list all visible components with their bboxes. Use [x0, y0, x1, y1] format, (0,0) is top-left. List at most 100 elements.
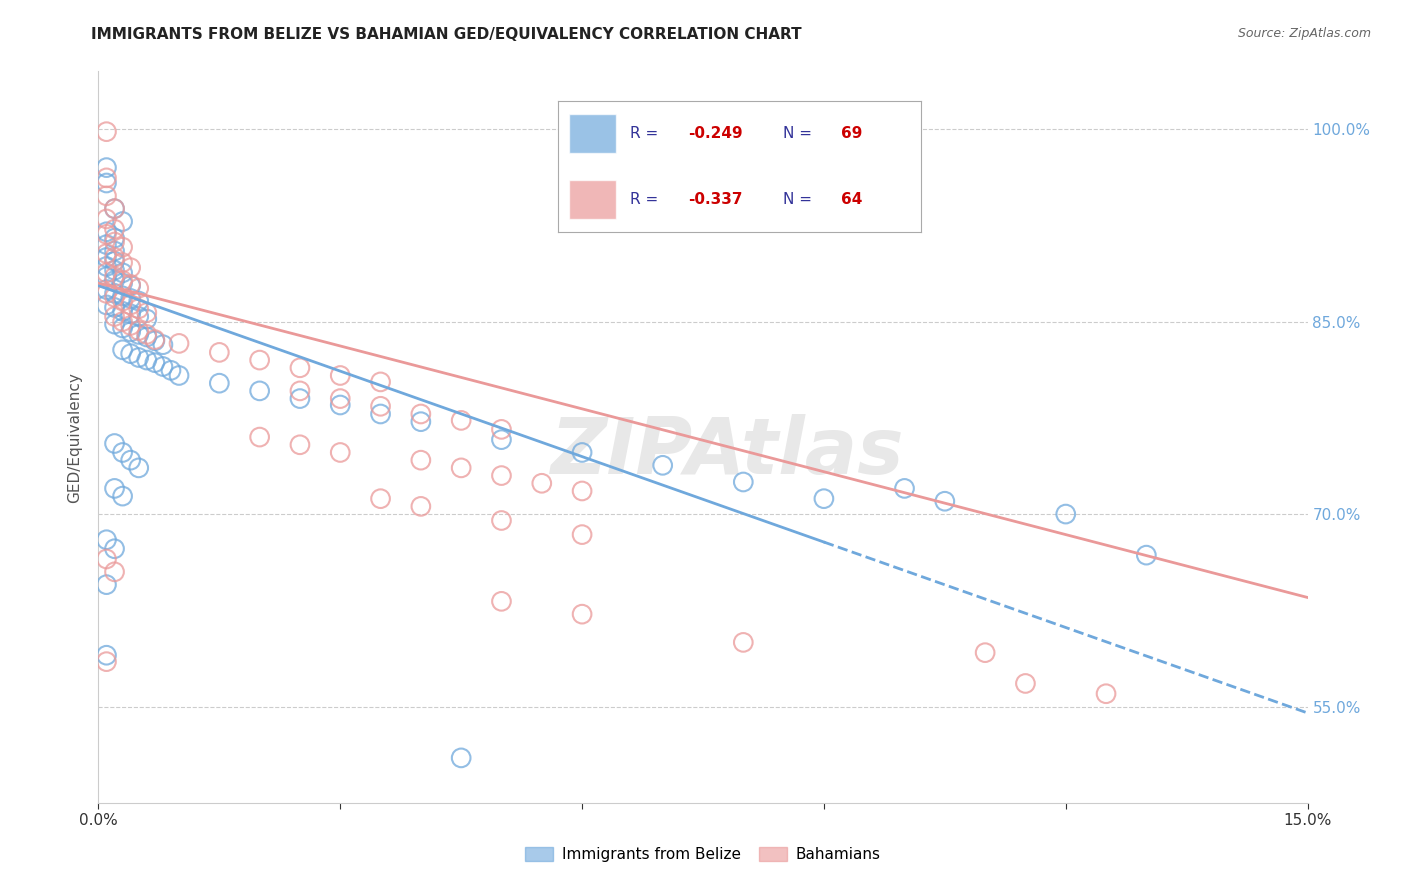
- Point: [96, 251, 118, 265]
- Point: [128, 327, 150, 342]
- Point: [103, 254, 125, 268]
- Point: [103, 290, 125, 304]
- Point: [249, 384, 271, 398]
- Point: [409, 500, 432, 514]
- Point: [96, 237, 118, 252]
- Point: [160, 363, 183, 377]
- Point: [103, 541, 125, 556]
- Point: [103, 202, 125, 216]
- Point: [128, 301, 150, 316]
- Legend: Immigrants from Belize, Bahamians: Immigrants from Belize, Bahamians: [519, 841, 887, 868]
- Point: [152, 359, 174, 374]
- Point: [974, 646, 997, 660]
- Text: Source: ZipAtlas.com: Source: ZipAtlas.com: [1237, 27, 1371, 40]
- Point: [111, 489, 134, 503]
- Point: [370, 399, 392, 413]
- Point: [120, 453, 142, 467]
- Point: [111, 214, 134, 228]
- Point: [370, 407, 392, 421]
- Point: [96, 269, 118, 284]
- Point: [135, 327, 157, 342]
- Point: [249, 430, 271, 444]
- Point: [450, 413, 472, 427]
- Point: [143, 333, 166, 347]
- Point: [120, 260, 142, 275]
- Point: [111, 240, 134, 254]
- Point: [103, 436, 125, 450]
- Point: [96, 260, 118, 274]
- Point: [111, 321, 134, 335]
- Point: [135, 353, 157, 368]
- Point: [111, 255, 134, 269]
- Point: [103, 222, 125, 236]
- Point: [103, 251, 125, 265]
- Point: [208, 345, 231, 359]
- Point: [103, 202, 125, 216]
- Point: [135, 305, 157, 319]
- Point: [491, 594, 513, 608]
- Point: [111, 276, 134, 290]
- Point: [491, 433, 513, 447]
- Point: [128, 351, 150, 365]
- Point: [111, 304, 134, 318]
- Point: [409, 407, 432, 421]
- Point: [128, 281, 150, 295]
- Point: [103, 244, 125, 258]
- Point: [167, 368, 190, 383]
- Point: [409, 453, 432, 467]
- Point: [934, 494, 956, 508]
- Point: [120, 277, 142, 292]
- Point: [288, 392, 311, 406]
- Point: [370, 375, 392, 389]
- Point: [120, 318, 142, 333]
- Point: [96, 283, 118, 297]
- Point: [733, 475, 755, 489]
- Point: [208, 376, 231, 391]
- Point: [120, 325, 142, 339]
- Point: [733, 635, 755, 649]
- Text: ZIPAtlas: ZIPAtlas: [550, 414, 904, 490]
- Point: [96, 286, 118, 301]
- Point: [103, 269, 125, 284]
- Point: [893, 482, 915, 496]
- Point: [288, 438, 311, 452]
- Point: [111, 315, 134, 329]
- Point: [103, 310, 125, 324]
- Point: [103, 301, 125, 315]
- Point: [96, 648, 118, 663]
- Point: [103, 273, 125, 287]
- Point: [249, 353, 271, 368]
- Point: [96, 170, 118, 185]
- Point: [450, 751, 472, 765]
- Point: [103, 565, 125, 579]
- Point: [152, 337, 174, 351]
- Point: [103, 263, 125, 277]
- Point: [96, 161, 118, 175]
- Point: [571, 527, 593, 541]
- Point: [120, 278, 142, 293]
- Point: [1054, 507, 1077, 521]
- Point: [120, 292, 142, 306]
- Point: [103, 317, 125, 331]
- Point: [409, 415, 432, 429]
- Point: [135, 312, 157, 326]
- Point: [135, 330, 157, 344]
- Point: [450, 461, 472, 475]
- Point: [96, 266, 118, 280]
- Point: [120, 346, 142, 360]
- Point: [96, 655, 118, 669]
- Point: [96, 227, 118, 242]
- Point: [530, 476, 553, 491]
- Point: [96, 125, 118, 139]
- Point: [128, 461, 150, 475]
- Point: [288, 360, 311, 375]
- Point: [103, 482, 125, 496]
- Point: [103, 286, 125, 301]
- Point: [329, 392, 352, 406]
- Point: [128, 294, 150, 309]
- Point: [111, 294, 134, 309]
- Point: [571, 483, 593, 498]
- Point: [96, 189, 118, 203]
- Point: [103, 231, 125, 245]
- Point: [103, 235, 125, 249]
